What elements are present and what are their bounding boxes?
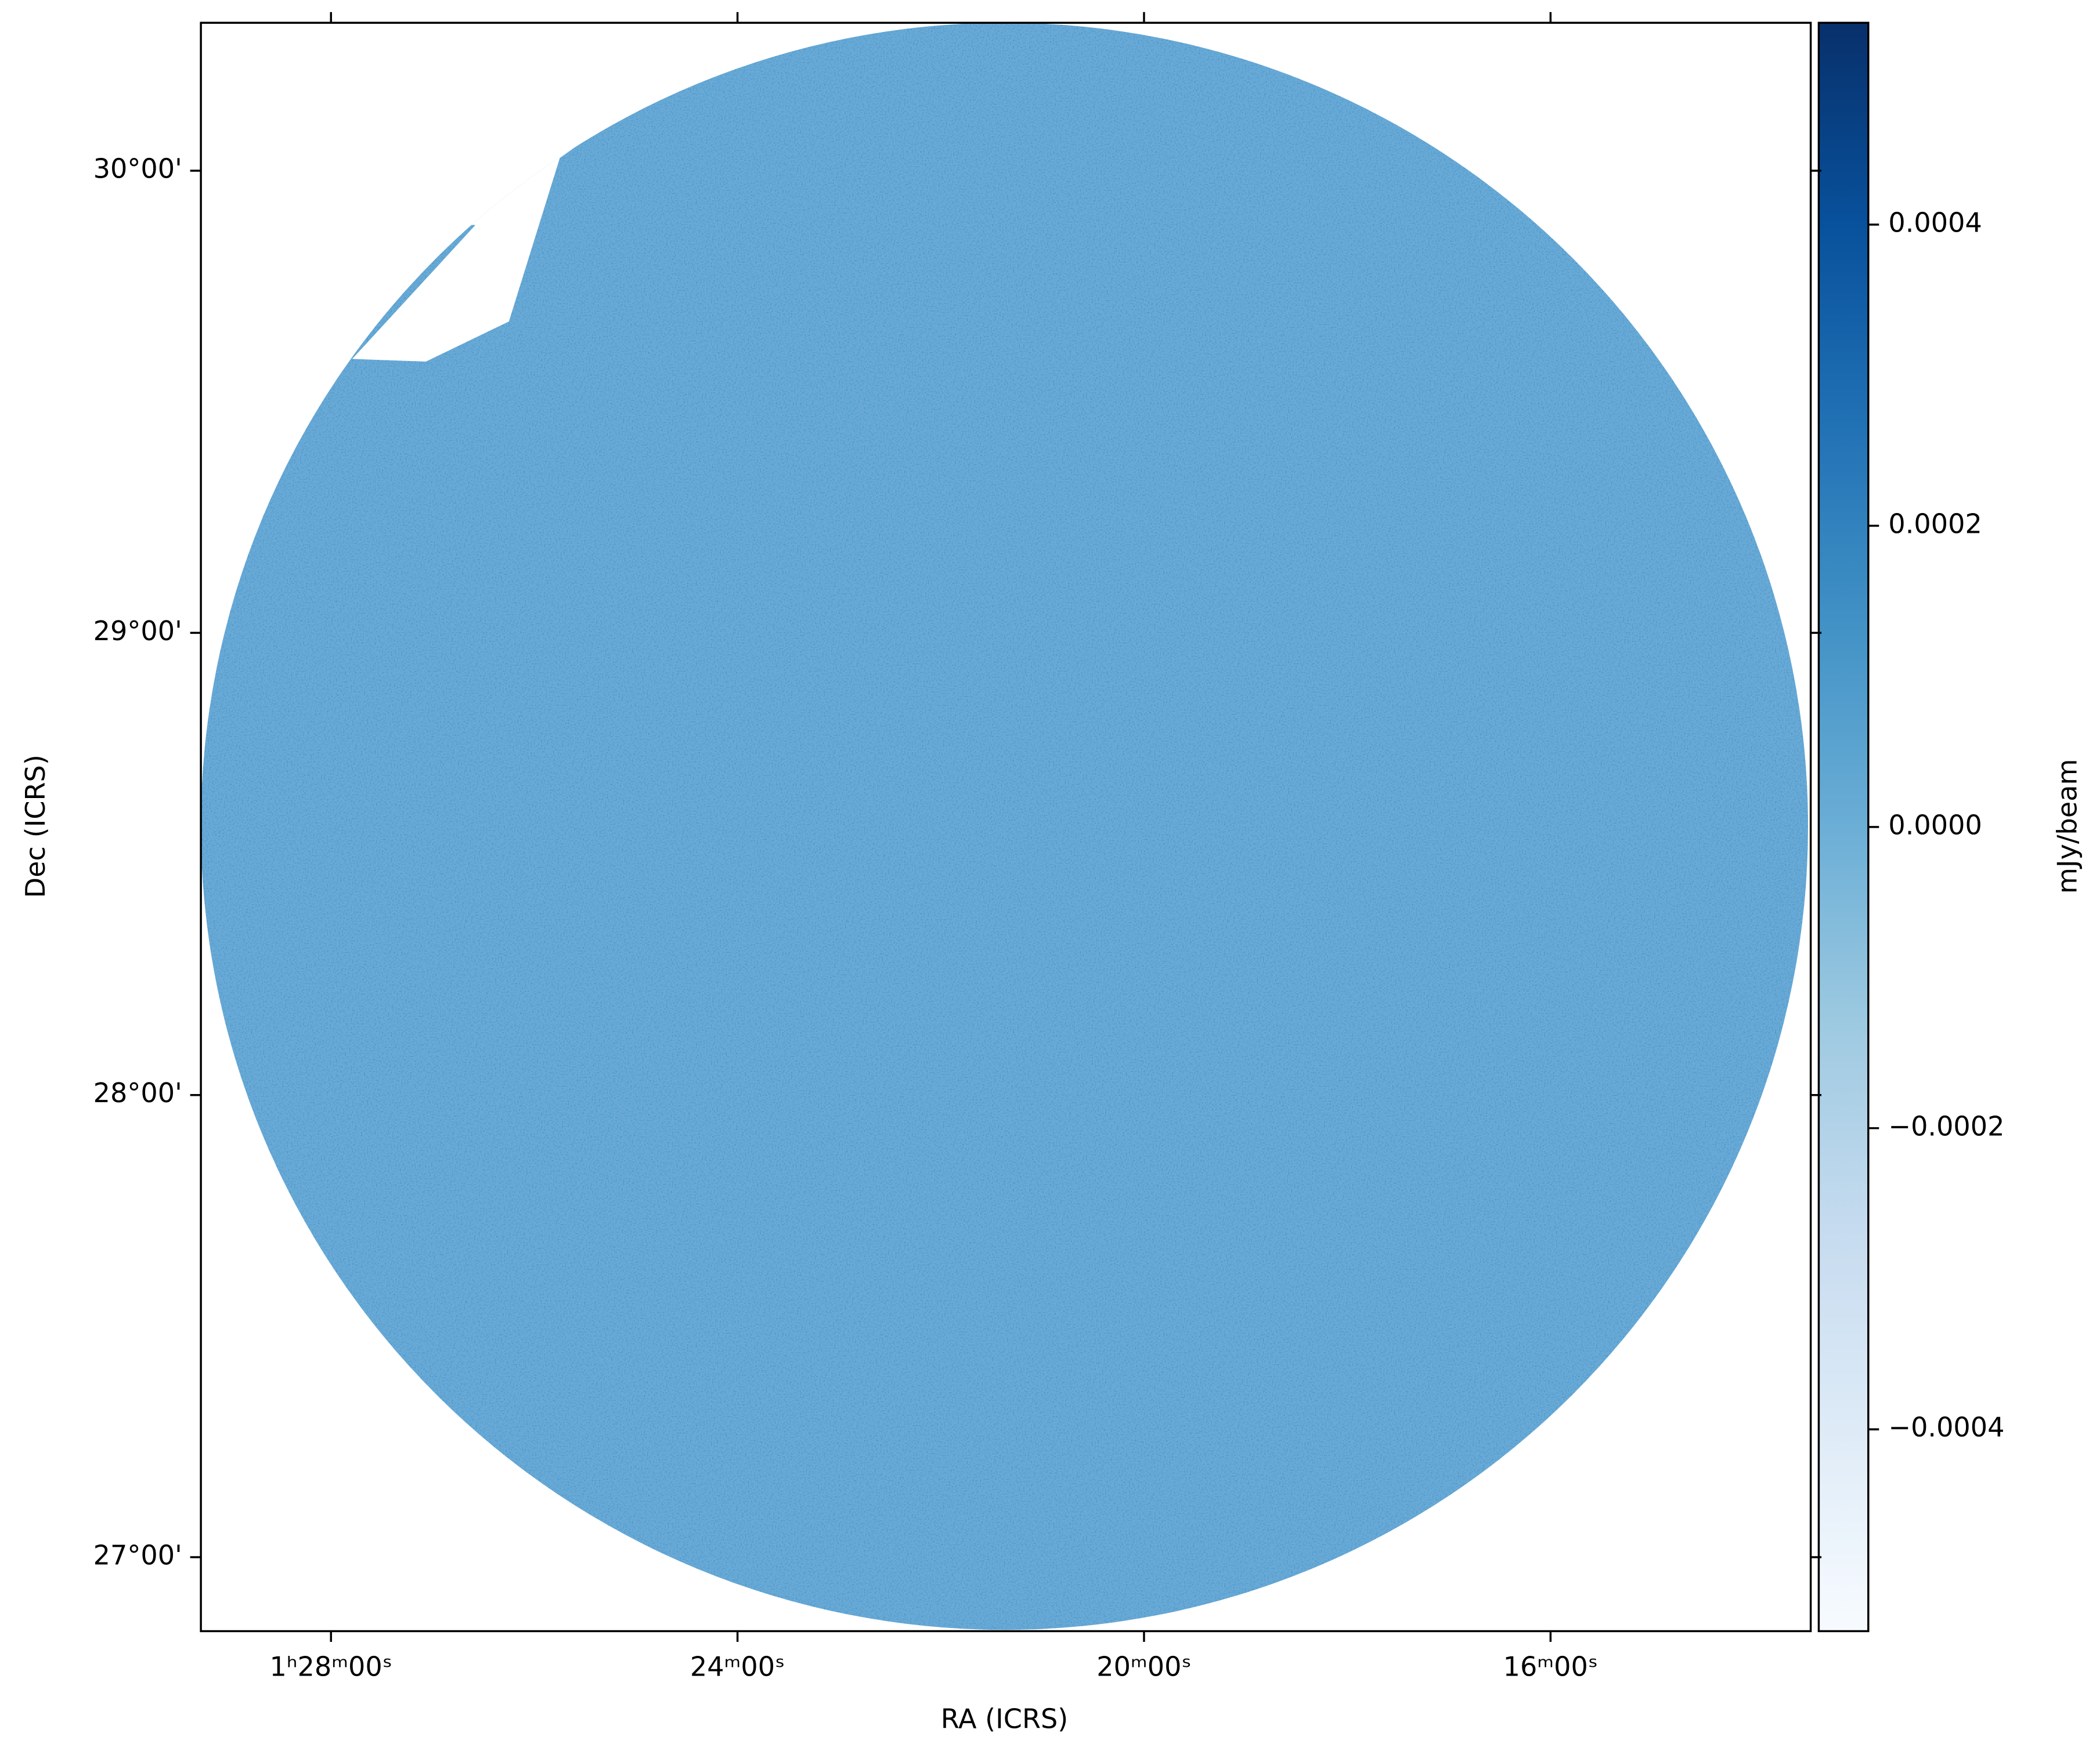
- colorbar-tick-label: 0.0002: [1888, 508, 1982, 539]
- plot-area: [201, 23, 1808, 1630]
- x-tick-label: 1ʰ28ᵐ00ˢ: [270, 1651, 392, 1683]
- colorbar-tick-label: −0.0002: [1888, 1110, 2004, 1142]
- x-tick-label: 24ᵐ00ˢ: [690, 1651, 785, 1683]
- y-tick-label: 30°00': [93, 153, 182, 185]
- y-tick-label: 28°00': [93, 1077, 182, 1109]
- y-tick-label: 29°00': [93, 615, 182, 647]
- colorbar: [1817, 21, 1870, 1633]
- colorbar-label: mJy/beam: [2051, 759, 2083, 894]
- colorbar-tick-label: 0.0000: [1888, 809, 1982, 840]
- colorbar-tick-label: 0.0004: [1888, 207, 1982, 238]
- x-tick-label: 20ᵐ00ˢ: [1096, 1651, 1191, 1683]
- axes-frame: [200, 21, 1812, 1633]
- x-axis-label: RA (ICRS): [941, 1703, 1069, 1735]
- x-tick-label: 16ᵐ00ˢ: [1503, 1651, 1598, 1683]
- colorbar-tick-label: −0.0004: [1888, 1412, 2004, 1443]
- sky-field: [201, 23, 1808, 1630]
- y-axis-label: Dec (ICRS): [20, 755, 51, 898]
- y-tick-label: 27°00': [93, 1540, 182, 1571]
